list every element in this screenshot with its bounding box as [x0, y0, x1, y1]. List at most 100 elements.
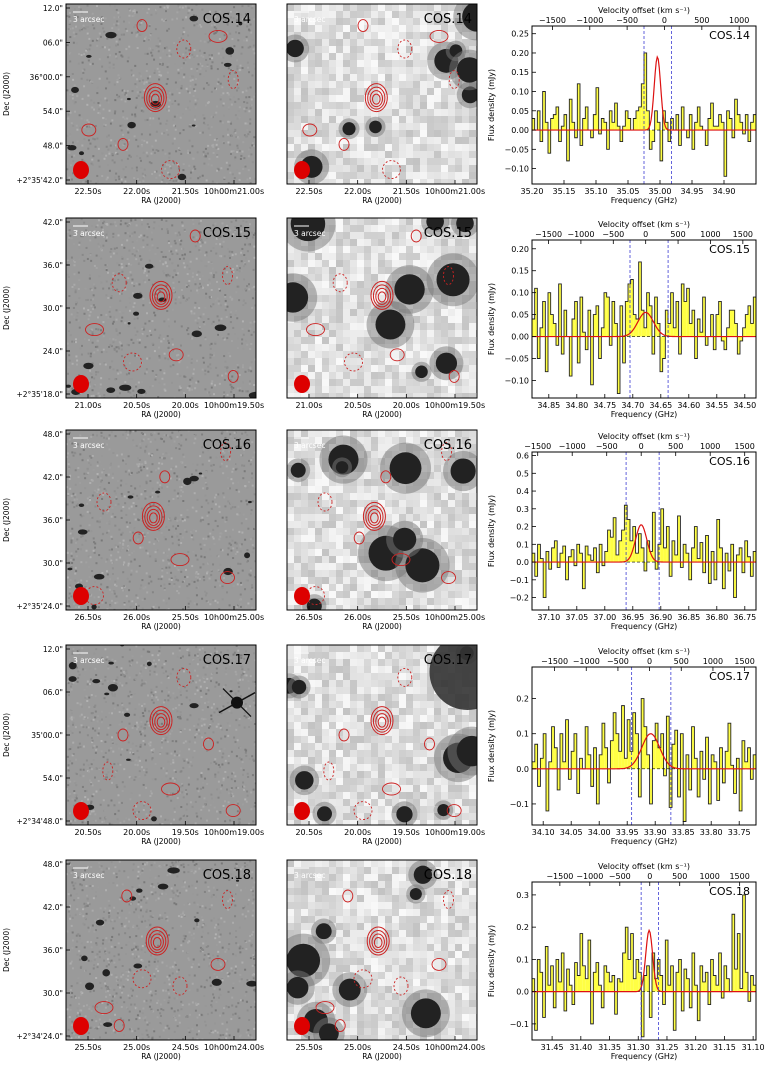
noise-pixel	[207, 579, 210, 582]
noise-pixel	[216, 297, 219, 300]
noise-pixel	[237, 227, 240, 230]
irac-pixel	[364, 11, 371, 18]
noise-pixel	[135, 444, 138, 447]
noise-pixel	[152, 523, 155, 526]
noise-pixel	[157, 108, 160, 111]
noise-pixel	[178, 361, 181, 364]
noise-pixel	[139, 234, 142, 237]
noise-pixel	[224, 227, 227, 230]
noise-pixel	[114, 110, 117, 113]
noise-pixel	[146, 243, 149, 246]
noise-pixel	[117, 372, 120, 375]
freq-tick-label: 35.00	[649, 187, 672, 196]
irac-pixel	[392, 39, 399, 46]
irac-pixel	[434, 344, 441, 351]
noise-pixel	[182, 608, 185, 610]
irac-pixel	[315, 53, 322, 60]
noise-pixel	[180, 495, 183, 498]
noise-pixel	[196, 292, 199, 295]
noise-pixel	[168, 548, 171, 551]
irac-pixel	[399, 116, 406, 123]
noise-pixel	[139, 446, 142, 449]
noise-pixel	[100, 492, 103, 495]
irac-pixel	[378, 95, 385, 102]
irac-pixel	[350, 218, 357, 225]
irac-pixel	[399, 393, 406, 398]
noise-pixel	[154, 328, 157, 331]
noise-pixel	[88, 37, 91, 40]
noise-pixel	[121, 266, 124, 269]
noise-pixel	[186, 386, 189, 389]
source-blob	[106, 387, 116, 393]
noise-pixel	[221, 222, 224, 225]
noise-pixel	[95, 434, 98, 437]
noise-pixel	[100, 72, 103, 75]
irac-pixel	[462, 172, 469, 179]
irac-pixel	[420, 309, 427, 316]
noise-pixel	[215, 242, 218, 245]
noise-pixel	[160, 74, 163, 77]
contour-noise	[136, 19, 148, 33]
irac-pixel	[469, 372, 476, 379]
irac-pixel	[357, 316, 364, 323]
noise-pixel	[186, 329, 189, 332]
noise-pixel	[205, 18, 208, 21]
noise-pixel	[114, 5, 117, 8]
noise-pixel	[67, 260, 70, 263]
noise-pixel	[184, 299, 187, 302]
noise-pixel	[119, 223, 122, 226]
irac-pixel	[413, 239, 420, 246]
irac-pixel	[343, 60, 350, 67]
source-blob	[189, 15, 199, 22]
irac-pixel	[371, 67, 378, 74]
noise-pixel	[117, 22, 120, 25]
noise-pixel	[152, 148, 155, 151]
noise-pixel	[163, 372, 166, 375]
noise-pixel	[252, 18, 255, 21]
noise-pixel	[245, 13, 248, 16]
noise-pixel	[81, 253, 84, 256]
irac-pixel	[392, 358, 399, 365]
noise-pixel	[71, 94, 74, 97]
irac-pixel	[455, 309, 462, 316]
noise-pixel	[233, 45, 236, 48]
noise-pixel	[195, 570, 198, 573]
noise-pixel	[127, 224, 130, 227]
spectrum-plot	[532, 240, 756, 398]
noise-pixel	[146, 223, 149, 226]
noise-pixel	[78, 114, 81, 117]
irac-pixel	[420, 39, 427, 46]
noise-pixel	[98, 242, 101, 245]
noise-pixel	[237, 39, 240, 42]
irac-pixel	[455, 137, 462, 144]
noise-pixel	[68, 592, 71, 595]
noise-pixel	[68, 586, 71, 589]
noise-pixel	[209, 548, 212, 551]
noise-pixel	[222, 114, 225, 117]
noise-pixel	[181, 536, 184, 539]
irac-pixel	[406, 95, 413, 102]
noise-pixel	[114, 504, 117, 507]
noise-pixel	[128, 21, 131, 24]
noise-pixel	[89, 355, 92, 358]
noise-pixel	[215, 366, 218, 369]
noise-pixel	[205, 58, 208, 61]
irac-pixel	[371, 18, 378, 25]
contour-noise	[344, 352, 363, 372]
irac-pixel	[462, 239, 469, 246]
irac-pixel	[413, 39, 420, 46]
noise-pixel	[206, 514, 209, 517]
irac-pixel	[301, 137, 308, 144]
noise-pixel	[105, 437, 108, 440]
noise-pixel	[112, 288, 115, 291]
irac-pixel	[378, 137, 385, 144]
noise-pixel	[206, 227, 209, 230]
noise-pixel	[136, 538, 139, 541]
noise-pixel	[238, 512, 241, 515]
noise-pixel	[178, 585, 181, 588]
noise-pixel	[227, 352, 230, 355]
irac-pixel	[350, 393, 357, 398]
noise-pixel	[70, 122, 73, 125]
noise-pixel	[104, 124, 107, 127]
